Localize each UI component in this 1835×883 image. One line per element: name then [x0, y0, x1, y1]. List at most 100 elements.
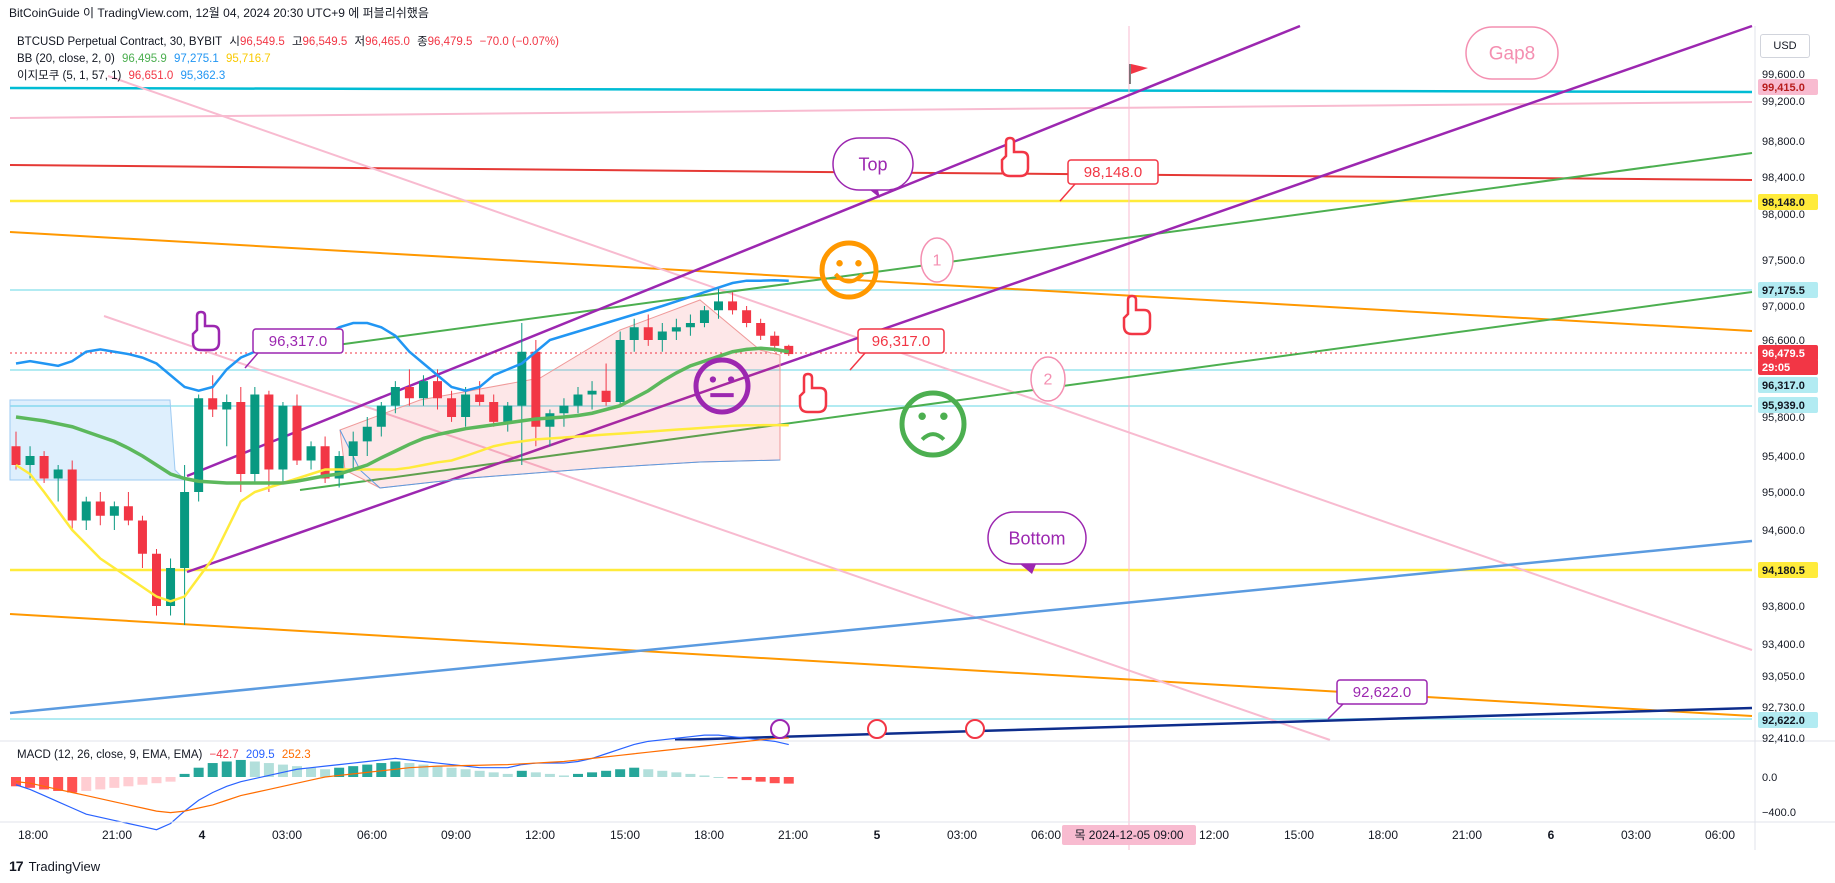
- candle-body: [222, 402, 232, 410]
- macd-histogram-bar: [39, 777, 50, 790]
- macd-signal-value: 252.3: [281, 749, 311, 761]
- legend-bb-basis: 96,495.9: [122, 53, 167, 65]
- macd-line-value: 209.5: [245, 749, 275, 761]
- event-us-flag-icon: [965, 719, 985, 739]
- macd-histogram-bar: [699, 775, 710, 777]
- candle-body: [447, 398, 457, 417]
- candle-body: [418, 381, 428, 399]
- candle-body: [53, 469, 63, 479]
- time-tick-label: 03:00: [272, 828, 302, 842]
- price-tick-label: 95,800.0: [1762, 412, 1805, 424]
- callout-gap8-text: Gap8: [1489, 44, 1535, 65]
- macd-histogram-bar: [25, 777, 36, 788]
- time-tick-label: 15:00: [1284, 828, 1314, 842]
- macd-histogram-bar: [151, 777, 162, 784]
- macd-histogram-bar: [123, 777, 134, 787]
- macd-histogram-bar: [292, 766, 302, 777]
- macd-histogram-bar: [741, 777, 752, 781]
- macd-histogram-bar: [727, 777, 738, 779]
- currency-unit-button[interactable]: USD: [1760, 34, 1810, 58]
- macd-histogram-bar: [249, 761, 260, 777]
- legend-low-label: 저: [354, 36, 366, 48]
- callout-bottom-tail: [1020, 564, 1036, 574]
- candle-body: [601, 390, 611, 402]
- price-tag-92622-pointer: [1327, 703, 1344, 720]
- candle-body: [742, 310, 752, 323]
- legend-ichimoku-label[interactable]: 이지모쿠 (5, 1, 57, 1): [17, 70, 122, 82]
- legend-bb-label[interactable]: BB (20, close, 2, 0): [17, 53, 115, 65]
- candle-body: [433, 381, 442, 399]
- price-badge-label: 92,622.0: [1762, 715, 1805, 727]
- footer: 17 TradingView: [9, 858, 100, 874]
- callout-1-text: 1: [933, 253, 942, 270]
- candle-body: [11, 446, 21, 465]
- event-lightning-icon: [770, 719, 790, 739]
- legend-change: −70.0 (−0.07%): [479, 36, 559, 48]
- candle-body: [39, 456, 49, 479]
- candle-body: [643, 327, 653, 340]
- candle-body: [461, 394, 471, 417]
- candle-body: [629, 327, 639, 340]
- price-tick-label: 92,410.0: [1762, 733, 1805, 745]
- macd-histogram-bar: [643, 769, 654, 777]
- candle-body: [278, 405, 288, 470]
- price-tick-label: 95,400.0: [1762, 451, 1805, 463]
- candle-body: [292, 405, 302, 461]
- price-badge-label: 29:05: [1762, 362, 1790, 374]
- footer-brand[interactable]: TradingView: [28, 858, 101, 874]
- candle-body: [180, 492, 190, 568]
- level-line-cyan-99415: [9, 86, 1753, 94]
- macd-histogram-bar: [432, 766, 443, 777]
- price-badge-label: 96,317.0: [1762, 380, 1805, 392]
- price-tick-label: 93,050.0: [1762, 671, 1805, 683]
- candle-body: [728, 301, 738, 311]
- macd-tick-label: −400.0: [1762, 807, 1796, 819]
- smiley-worried-eye-right: [940, 412, 948, 420]
- candle-body: [390, 387, 400, 406]
- candle-body: [685, 323, 695, 328]
- macd-legend: MACD (12, 26, close, 9, EMA, EMA) −42.7 …: [17, 749, 315, 761]
- macd-line: [15, 734, 789, 831]
- price-tick-label: 99,600.0: [1762, 69, 1805, 81]
- price-tick-label: 94,600.0: [1762, 525, 1805, 537]
- price-badge: [1758, 712, 1818, 728]
- candle-body: [264, 394, 274, 470]
- macd-histogram-bar: [53, 777, 64, 791]
- macd-histogram-bar: [558, 775, 569, 777]
- callout-1-bubble: [920, 237, 954, 283]
- time-tick-label: 4: [199, 828, 206, 842]
- bb-lower-band: [15, 423, 789, 603]
- macd-histogram-bar: [755, 777, 766, 782]
- tradingview-logo-icon[interactable]: 17: [9, 858, 24, 874]
- trend-line-green-upper: [299, 152, 1753, 351]
- price-badge: [1758, 282, 1818, 298]
- macd-histogram-bar: [516, 770, 527, 777]
- candles-layer: [11, 287, 794, 625]
- macd-histogram-bar: [418, 764, 429, 777]
- time-tick-label: 12:00: [525, 828, 555, 842]
- price-tick-label: 96,600.0: [1762, 335, 1805, 347]
- macd-histogram-bar: [207, 763, 218, 777]
- candle-body: [334, 456, 344, 479]
- candle-body: [123, 506, 133, 521]
- candle-body: [152, 553, 161, 606]
- price-badge-label: 97,175.5: [1762, 285, 1805, 297]
- macd-histogram-bar: [320, 769, 331, 777]
- candle-body: [320, 446, 330, 479]
- legend-symbol[interactable]: BTCUSD Perpetual Contract, 30, BYBIT: [17, 36, 223, 48]
- candle-body: [208, 398, 218, 410]
- macd-histogram-bar: [783, 777, 794, 784]
- legend-open-label: 시: [229, 36, 240, 48]
- price-badge-label: 94,180.5: [1762, 565, 1805, 577]
- macd-label[interactable]: MACD (12, 26, close, 9, EMA, EMA): [17, 749, 203, 761]
- macd-histogram-bar: [587, 772, 598, 777]
- price-badge: [1758, 345, 1818, 361]
- crosshair-date-label: 목 2024-12-05 09:00: [1074, 828, 1183, 842]
- macd-histogram-bar: [713, 777, 724, 778]
- price-badge-label: 96,479.5: [1762, 348, 1805, 360]
- candle-body: [756, 323, 766, 336]
- candle-body: [25, 456, 35, 465]
- macd-histogram-bar: [362, 764, 373, 777]
- smiley-worried-eye-left: [918, 412, 926, 420]
